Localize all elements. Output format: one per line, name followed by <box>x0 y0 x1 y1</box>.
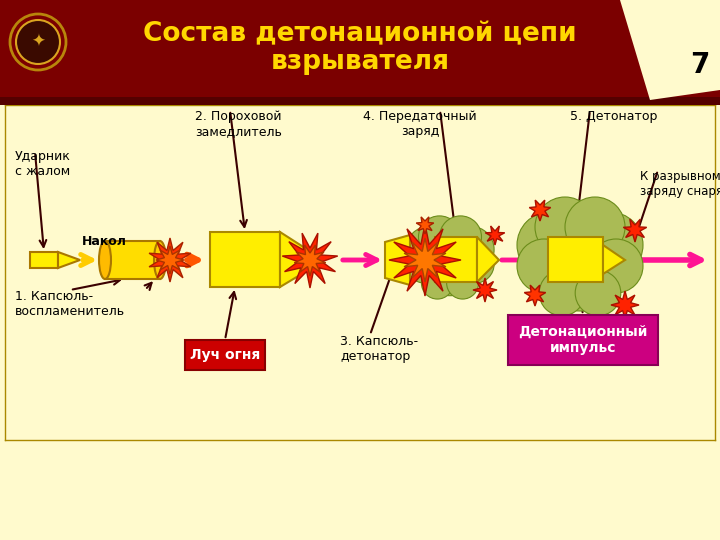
Polygon shape <box>282 233 338 288</box>
Text: взрывателя: взрывателя <box>271 49 449 75</box>
Polygon shape <box>58 252 80 268</box>
Circle shape <box>431 258 469 296</box>
Circle shape <box>421 267 454 299</box>
Circle shape <box>406 226 452 273</box>
FancyBboxPatch shape <box>0 0 720 100</box>
Circle shape <box>456 245 494 283</box>
Circle shape <box>575 270 621 316</box>
Circle shape <box>565 197 625 257</box>
FancyBboxPatch shape <box>548 237 603 282</box>
Text: 3. Капсюль-
детонатор: 3. Капсюль- детонатор <box>340 335 418 363</box>
Text: Состав детонационной цепи: Состав детонационной цепи <box>143 21 577 47</box>
Circle shape <box>538 218 622 302</box>
Circle shape <box>553 257 607 311</box>
Text: 4. Передаточный
заряд: 4. Передаточный заряд <box>363 110 477 138</box>
Circle shape <box>420 231 480 289</box>
FancyBboxPatch shape <box>105 241 160 279</box>
Circle shape <box>418 216 461 258</box>
Text: 1. Капсюль-
воспламенитель: 1. Капсюль- воспламенитель <box>15 290 125 318</box>
Text: 7: 7 <box>690 51 710 79</box>
Polygon shape <box>485 226 505 245</box>
Polygon shape <box>294 245 325 276</box>
Polygon shape <box>620 0 720 100</box>
Polygon shape <box>149 238 191 282</box>
Text: К разрывному
заряду снаряда: К разрывному заряду снаряда <box>640 170 720 198</box>
Circle shape <box>517 212 583 278</box>
Circle shape <box>448 226 494 273</box>
Circle shape <box>16 20 60 64</box>
Polygon shape <box>624 219 647 242</box>
Circle shape <box>446 267 479 299</box>
Circle shape <box>539 270 585 316</box>
Ellipse shape <box>154 241 166 279</box>
Text: Детонационный
импульс: Детонационный импульс <box>518 325 648 355</box>
Polygon shape <box>524 285 546 306</box>
Polygon shape <box>156 246 184 274</box>
Circle shape <box>589 239 643 293</box>
FancyBboxPatch shape <box>30 252 58 268</box>
Polygon shape <box>280 232 305 287</box>
Polygon shape <box>603 245 625 274</box>
FancyBboxPatch shape <box>435 237 477 282</box>
FancyBboxPatch shape <box>508 315 658 365</box>
Polygon shape <box>416 217 433 234</box>
Circle shape <box>439 216 482 258</box>
Polygon shape <box>477 237 499 282</box>
Polygon shape <box>529 200 551 221</box>
Text: 2. Пороховой
замедлитель: 2. Пороховой замедлитель <box>195 110 282 138</box>
Polygon shape <box>389 224 461 296</box>
Text: Луч огня: Луч огня <box>190 348 260 362</box>
Text: ✦: ✦ <box>31 33 45 51</box>
FancyBboxPatch shape <box>0 97 720 105</box>
Polygon shape <box>611 291 639 319</box>
FancyBboxPatch shape <box>185 340 265 370</box>
Polygon shape <box>473 278 497 302</box>
Circle shape <box>535 197 595 257</box>
Text: 5. Детонатор: 5. Детонатор <box>570 110 657 123</box>
Text: Ударник
с жалом: Ударник с жалом <box>15 150 71 178</box>
Text: Накол: Накол <box>82 235 127 248</box>
Circle shape <box>517 239 571 293</box>
Ellipse shape <box>99 241 111 279</box>
FancyBboxPatch shape <box>210 232 280 287</box>
Polygon shape <box>404 238 446 282</box>
Circle shape <box>10 14 66 70</box>
Polygon shape <box>385 235 410 285</box>
Circle shape <box>406 245 444 283</box>
Circle shape <box>577 212 643 278</box>
